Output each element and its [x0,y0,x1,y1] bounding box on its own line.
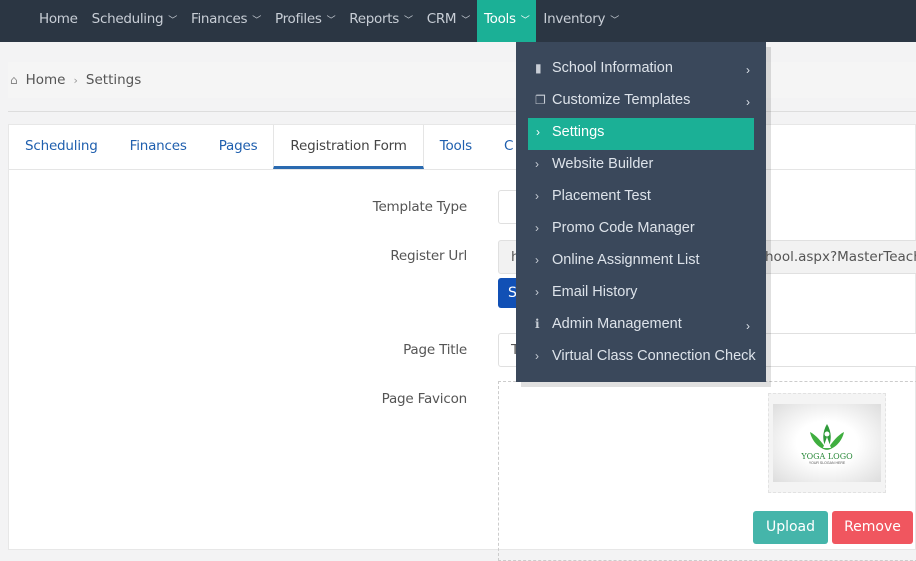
lotus-icon [810,423,844,450]
favicon-preview: YOGA LOGO YOUR SLOGAN HERE [768,393,886,493]
menu-item-promo-code-manager[interactable]: › Promo Code Manager [516,214,766,246]
chevron-down-icon: ﹀ [403,16,413,26]
nav-label: Home [39,11,78,27]
nav-tools[interactable]: Tools ﹀ [476,0,537,42]
top-nav: Home Scheduling ﹀ Finances ﹀ Profiles ﹀ Rep… [0,0,916,42]
menu-item-placement-test[interactable]: › Placement Test [516,182,766,214]
nav-crm[interactable]: CRM ﹀ [420,0,477,42]
menu-label: Email History [552,284,638,300]
tab-tools[interactable]: Tools [439,138,472,154]
building-icon: ▮ [535,61,542,75]
menu-label: Admin Management [552,316,682,332]
copy-icon: ❐ [535,93,546,107]
menu-item-virtual-class-connection-check[interactable]: › Virtual Class Connection Check [516,342,766,374]
chevron-right-icon: › [536,125,540,139]
chevron-right-icon: › [535,189,539,203]
menu-label: School Information [552,60,673,76]
upload-button[interactable]: Upload [753,511,828,544]
nav-inventory[interactable]: Inventory ﹀ [536,0,625,42]
menu-label: Promo Code Manager [552,220,695,236]
chevron-right-icon: › [535,221,539,235]
menu-item-admin-management[interactable]: i Admin Management › [516,310,766,342]
home-icon: ⌂ [10,73,18,87]
info-icon: i [535,317,540,331]
chevron-right-icon: › [746,319,750,333]
menu-label: Website Builder [552,156,654,172]
nav-label: Scheduling [91,11,164,27]
menu-item-settings[interactable]: › Settings [528,118,754,150]
divider [8,111,916,112]
chevron-down-icon: ﹀ [520,16,530,26]
template-type-label: Template Type [372,199,468,215]
menu-label: Online Assignment List [552,252,700,268]
breadcrumb-home[interactable]: Home [25,72,66,88]
nav-label: Tools [483,11,516,27]
page-title-label: Page Title [403,342,467,358]
nav-label: Reports [349,11,399,27]
nav-label: Finances [190,11,248,27]
page-favicon-label: Page Favicon [381,391,468,407]
chevron-right-icon: › [535,157,539,171]
nav-finances[interactable]: Finances ﹀ [184,0,268,42]
nav-profiles[interactable]: Profiles ﹀ [268,0,342,42]
url-end: hool.aspx?MasterTeach [765,249,916,265]
tab-pages[interactable]: Pages [218,138,258,154]
tab-other[interactable]: C [504,138,514,154]
menu-item-online-assignment-list[interactable]: › Online Assignment List [516,246,766,278]
remove-button[interactable]: Remove [832,511,913,544]
nav-label: Profiles [274,11,322,27]
chevron-right-icon: › [746,95,750,109]
yoga-logo-image: YOGA LOGO YOUR SLOGAN HERE [773,404,881,482]
menu-item-website-builder[interactable]: › Website Builder [516,150,766,182]
menu-item-email-history[interactable]: › Email History [516,278,766,310]
chevron-down-icon: ﹀ [168,16,177,26]
tools-dropdown-menu: ▮ School Information › ❐ Customize Template… [516,42,766,382]
breadcrumb: ⌂ Home › Settings [8,62,916,98]
menu-item-customize-templates[interactable]: ❐ Customize Templates › [516,86,766,118]
chevron-down-icon: ﹀ [461,16,470,26]
tab-registration-form[interactable]: Registration Form [273,125,424,169]
breadcrumb-separator: › [73,73,78,87]
chevron-right-icon: › [535,349,539,363]
chevron-down-icon: ﹀ [610,16,619,26]
menu-label: Customize Templates [552,92,691,108]
menu-label: Placement Test [552,188,651,204]
tab-scheduling[interactable]: Scheduling [25,138,98,154]
logo-slogan: YOUR SLOGAN HERE [808,460,846,465]
chevron-right-icon: › [746,63,750,77]
menu-label: Virtual Class Connection Check [552,348,756,364]
chevron-down-icon: ﹀ [252,16,261,26]
chevron-right-icon: › [535,285,539,299]
nav-label: Inventory [543,11,606,27]
nav-scheduling[interactable]: Scheduling ﹀ [85,0,184,42]
nav-label: CRM [426,11,457,27]
chevron-right-icon: › [535,253,539,267]
chevron-down-icon: ﹀ [326,16,336,26]
tab-finances[interactable]: Finances [129,138,187,154]
menu-item-school-information[interactable]: ▮ School Information › [516,54,766,86]
url-start: h [511,249,520,265]
register-url-label: Register Url [390,248,467,264]
nav-home[interactable]: Home [32,0,85,42]
nav-reports[interactable]: Reports ﹀ [342,0,419,42]
tab-bar: Scheduling Finances Pages Registration F… [9,125,915,170]
menu-label: Settings [552,124,605,140]
logo-text: YOGA LOGO [801,451,853,461]
breadcrumb-current: Settings [85,72,142,88]
